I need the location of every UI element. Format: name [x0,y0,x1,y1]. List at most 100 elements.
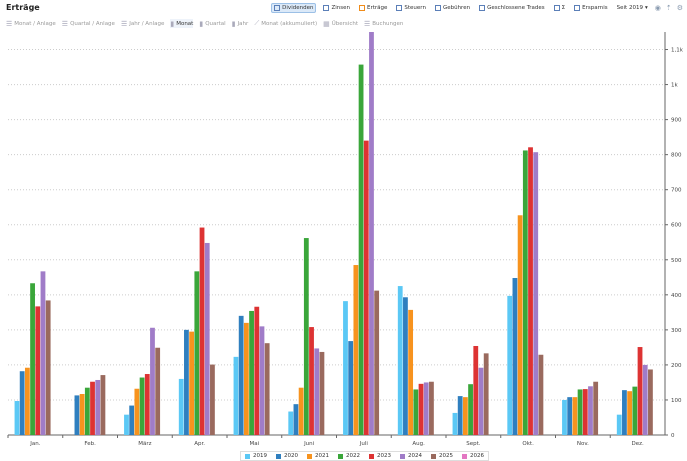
x-tick-label: Juni [303,441,315,447]
since-dropdown[interactable]: Seit 2019 ▾ [615,4,650,12]
export-icon[interactable]: ⇡ [665,4,672,12]
bar-2020-Jan. [19,371,25,435]
legend-item[interactable]: 2025 [431,453,453,459]
y-tick-label: 0 [671,433,675,439]
bar-2024-Sept. [478,367,484,435]
gear-icon[interactable]: ⚙ [676,4,683,12]
toggle-label: Σ [561,5,566,11]
view-tab-2[interactable]: ☰ Jahr / Anlage [121,19,164,28]
bar-2023-Apr. [199,227,205,435]
toggle-0[interactable]: Dividenden [271,3,317,13]
toggle-label: Zinsen [331,5,350,11]
view-tab-5[interactable]: ▮ Jahr [232,19,249,28]
bar-2020-Juni [293,404,299,435]
x-tick-label: Juli [359,441,369,447]
checkbox-icon [479,5,486,11]
y-tick-label: 600 [671,223,682,229]
legend-swatch [369,453,374,459]
legend-item[interactable]: 2021 [307,453,329,459]
bar-2019-Dez. [616,414,622,435]
toggle-2[interactable]: Erträge [357,4,389,12]
legend-item[interactable]: 2022 [338,453,360,459]
bar-2023-Feb. [90,381,95,435]
legend-item[interactable]: 2024 [400,453,422,459]
bar-2021-Sept. [462,397,468,435]
bar-2023-Dez. [637,347,643,435]
toggle-4[interactable]: Gebühren [433,4,472,12]
view-tab-8[interactable]: ☰ Buchungen [364,19,403,28]
y-tick-label: 1k [671,83,678,89]
checkbox-icon [323,5,330,11]
toggle-5[interactable]: Geschlossene Trades [477,4,547,12]
legend-item[interactable]: 2026 [462,453,484,459]
view-tab-0[interactable]: ☰ Monat / Anlage [6,19,56,28]
x-tick-label: März [138,441,151,447]
view-tab-1[interactable]: ☰ Quartal / Anlage [62,19,115,28]
legend-item[interactable]: 2023 [369,453,391,459]
bar-2019-Apr. [178,378,184,435]
toggle-label: Steuern [404,5,426,11]
legend-label: 2025 [439,453,453,459]
checkbox-icon [396,5,403,11]
bar-2022-Nov. [577,389,583,435]
view-tab-label: Monat / Anlage [14,20,56,27]
toolbar: Dividenden Zinsen Erträge Steuern Gebühren Ge… [271,3,683,13]
view-tab-7[interactable]: ▦ Übersicht [323,19,358,28]
bar-2025-Jan. [45,300,51,435]
bar-2021-Nov. [572,397,578,435]
toggle-6[interactable]: Σ [552,4,567,12]
chevron-down-icon: ▾ [644,5,648,11]
bar-2020-März [129,405,135,435]
bar-2024-Okt. [533,152,539,435]
legend-swatch [338,453,343,459]
view-tab-4[interactable]: ▮ Quartal [199,19,225,28]
since-label: Seit 2019 [616,5,643,11]
bar-2025-Juli [374,290,380,435]
bar-2020-Aug. [403,297,408,435]
bar-2020-Juli [348,341,354,435]
legend-label: 2022 [346,453,360,459]
toggle-1[interactable]: Zinsen [321,4,352,12]
bar-2019-Juli [343,301,348,435]
bar-2021-Feb. [79,393,85,435]
bar-2021-Dez. [627,391,633,435]
legend-swatch [400,453,405,459]
bar-2022-Dez. [632,386,638,435]
bar-2025-Mai [264,343,270,435]
bar-2020-Dez. [622,390,627,435]
toggle-3[interactable]: Steuern [394,4,428,12]
legend-label: 2026 [470,453,484,459]
legend-label: 2019 [253,453,267,459]
bar-chart-icon: ▮ [199,19,204,28]
bar-2020-Nov. [567,397,573,435]
x-tick-label: Sept. [466,441,481,447]
x-tick-label: Jan. [29,441,40,447]
bar-2023-März [144,374,150,435]
x-tick-label: Apr. [194,441,205,447]
checkbox-icon [274,5,281,11]
y-tick-label: 700 [671,188,682,194]
toggle-7[interactable]: Ersparnis [572,4,610,12]
bar-2023-Sept. [473,345,479,435]
view-tab-label: Buchungen [372,20,404,27]
legend-swatch [431,453,436,459]
page-title: Erträge [6,3,40,12]
bar-2022-Aug. [413,389,419,435]
list-icon: ☰ [6,19,13,28]
view-tab-3[interactable]: ▮ Monat [170,19,194,28]
y-tick-label: 200 [671,363,682,369]
legend-item[interactable]: 2019 [245,453,267,459]
bar-2025-Apr. [210,364,215,435]
legend-item[interactable]: 2020 [276,453,298,459]
bar-2023-Okt. [528,147,533,436]
bar-2019-Sept. [452,412,458,435]
bar-2021-Apr. [189,331,195,435]
legend-label: 2023 [377,453,391,459]
view-tab-6[interactable]: ⟋ Monat (akkumuliert) [254,19,317,28]
legend-label: 2024 [408,453,422,459]
bar-chart-icon: ▮ [231,19,236,28]
bar-2020-Okt. [512,278,518,435]
toggle-label: Gebühren [442,5,471,11]
layers-icon[interactable]: ◉ [654,4,661,12]
bar-2022-März [139,377,145,435]
